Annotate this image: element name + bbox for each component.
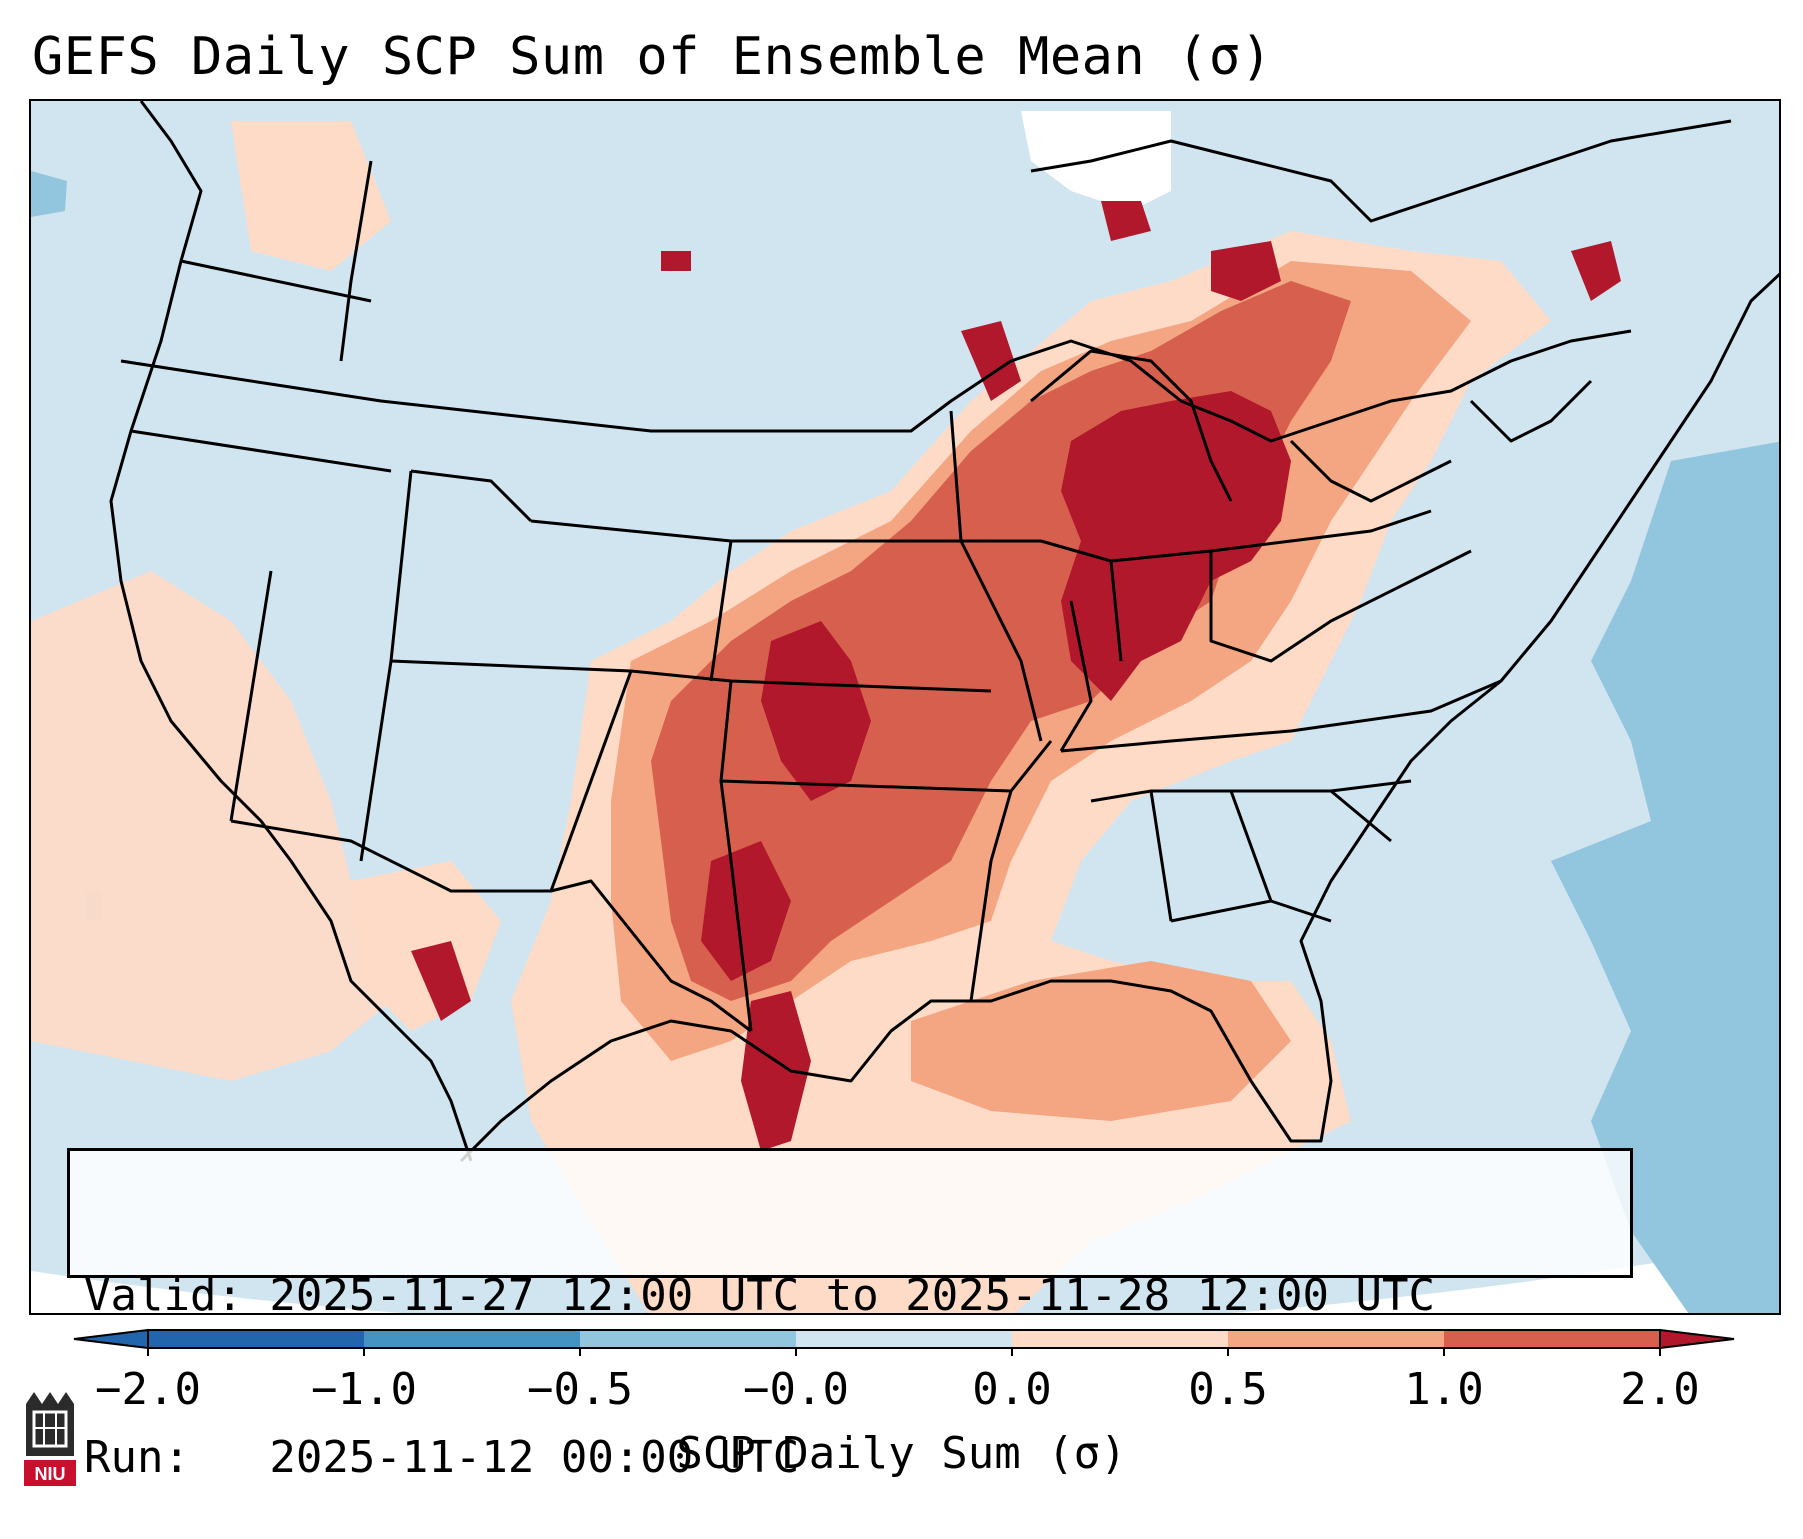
run-time-text: Run: 2025-11-12 00:00 UTC bbox=[84, 1432, 800, 1483]
colorbar-tick-label: 0.0 bbox=[972, 1364, 1052, 1415]
field-core-south-texas bbox=[741, 991, 811, 1151]
map-boundaries bbox=[109, 101, 1779, 1163]
map-title: GEFS Daily SCP Sum of Ensemble Mean (σ) bbox=[32, 27, 1273, 87]
field-core-quebec bbox=[1571, 241, 1621, 301]
domain-edge bbox=[31, 1241, 1779, 1313]
field-positive-northwest bbox=[231, 121, 391, 271]
colorbar-label: SCP Daily Sum (σ) bbox=[676, 1428, 1127, 1479]
colorbar-segment bbox=[1228, 1330, 1445, 1348]
great-lakes-outline bbox=[1030, 349, 1593, 503]
colorbar-segment bbox=[148, 1330, 365, 1348]
valid-run-box: Valid: 2025-11-27 12:00 UTC to 2025-11-2… bbox=[67, 1148, 1633, 1483]
colorbar-segments bbox=[148, 1330, 1661, 1348]
svg-text:NIU: NIU bbox=[35, 1464, 66, 1484]
scp-field bbox=[31, 111, 1779, 1313]
map-panel bbox=[29, 99, 1781, 1315]
colorbar-tick-label: −2.0 bbox=[95, 1364, 201, 1415]
state-borders-east bbox=[949, 410, 1502, 923]
colorbar-tick-label: 0.5 bbox=[1188, 1364, 1268, 1415]
field-negative-atlantic bbox=[1551, 441, 1779, 1313]
colorbar-tick-label: 2.0 bbox=[1620, 1364, 1700, 1415]
field-core-ontario bbox=[1211, 241, 1281, 301]
us-canada-border bbox=[120, 329, 1632, 443]
field-core-minnesota bbox=[961, 321, 1021, 401]
valid-time-text: Valid: 2025-11-27 12:00 UTC to 2025-11-2… bbox=[84, 1270, 1436, 1321]
field-core-texas bbox=[701, 841, 791, 981]
scp-map bbox=[31, 101, 1779, 1313]
field-core-montana bbox=[661, 251, 691, 271]
colorbar-tick-label: 1.0 bbox=[1404, 1364, 1484, 1415]
colorbar-segment bbox=[1012, 1330, 1229, 1348]
field-negative-pacific bbox=[31, 171, 67, 217]
colorbar bbox=[73, 1328, 1735, 1356]
gulf-and-east-coastline bbox=[459, 272, 1779, 1163]
colorbar-tick-label: −0.0 bbox=[743, 1364, 849, 1415]
niu-logo: NIU bbox=[24, 1392, 76, 1486]
field-core-mexico bbox=[411, 941, 471, 1021]
canada-coastline bbox=[1030, 119, 1732, 223]
colorbar-segment bbox=[796, 1330, 1013, 1348]
colorbar-extend-high bbox=[1659, 1328, 1735, 1350]
us-mexico-border bbox=[230, 819, 752, 1033]
field-positive-gulf bbox=[911, 961, 1291, 1121]
state-borders-west bbox=[130, 160, 1053, 1032]
field-core-kansas bbox=[761, 621, 871, 801]
colorbar-segment bbox=[580, 1330, 797, 1348]
colorbar-extend-low bbox=[73, 1328, 149, 1350]
colorbar-tick-label: −1.0 bbox=[311, 1364, 417, 1415]
colorbar-segment bbox=[364, 1330, 581, 1348]
field-positive-west bbox=[31, 571, 391, 1081]
colorbar-segment bbox=[1444, 1330, 1661, 1348]
field-core-canada bbox=[1101, 201, 1151, 241]
colorbar-tick-label: −0.5 bbox=[527, 1364, 633, 1415]
